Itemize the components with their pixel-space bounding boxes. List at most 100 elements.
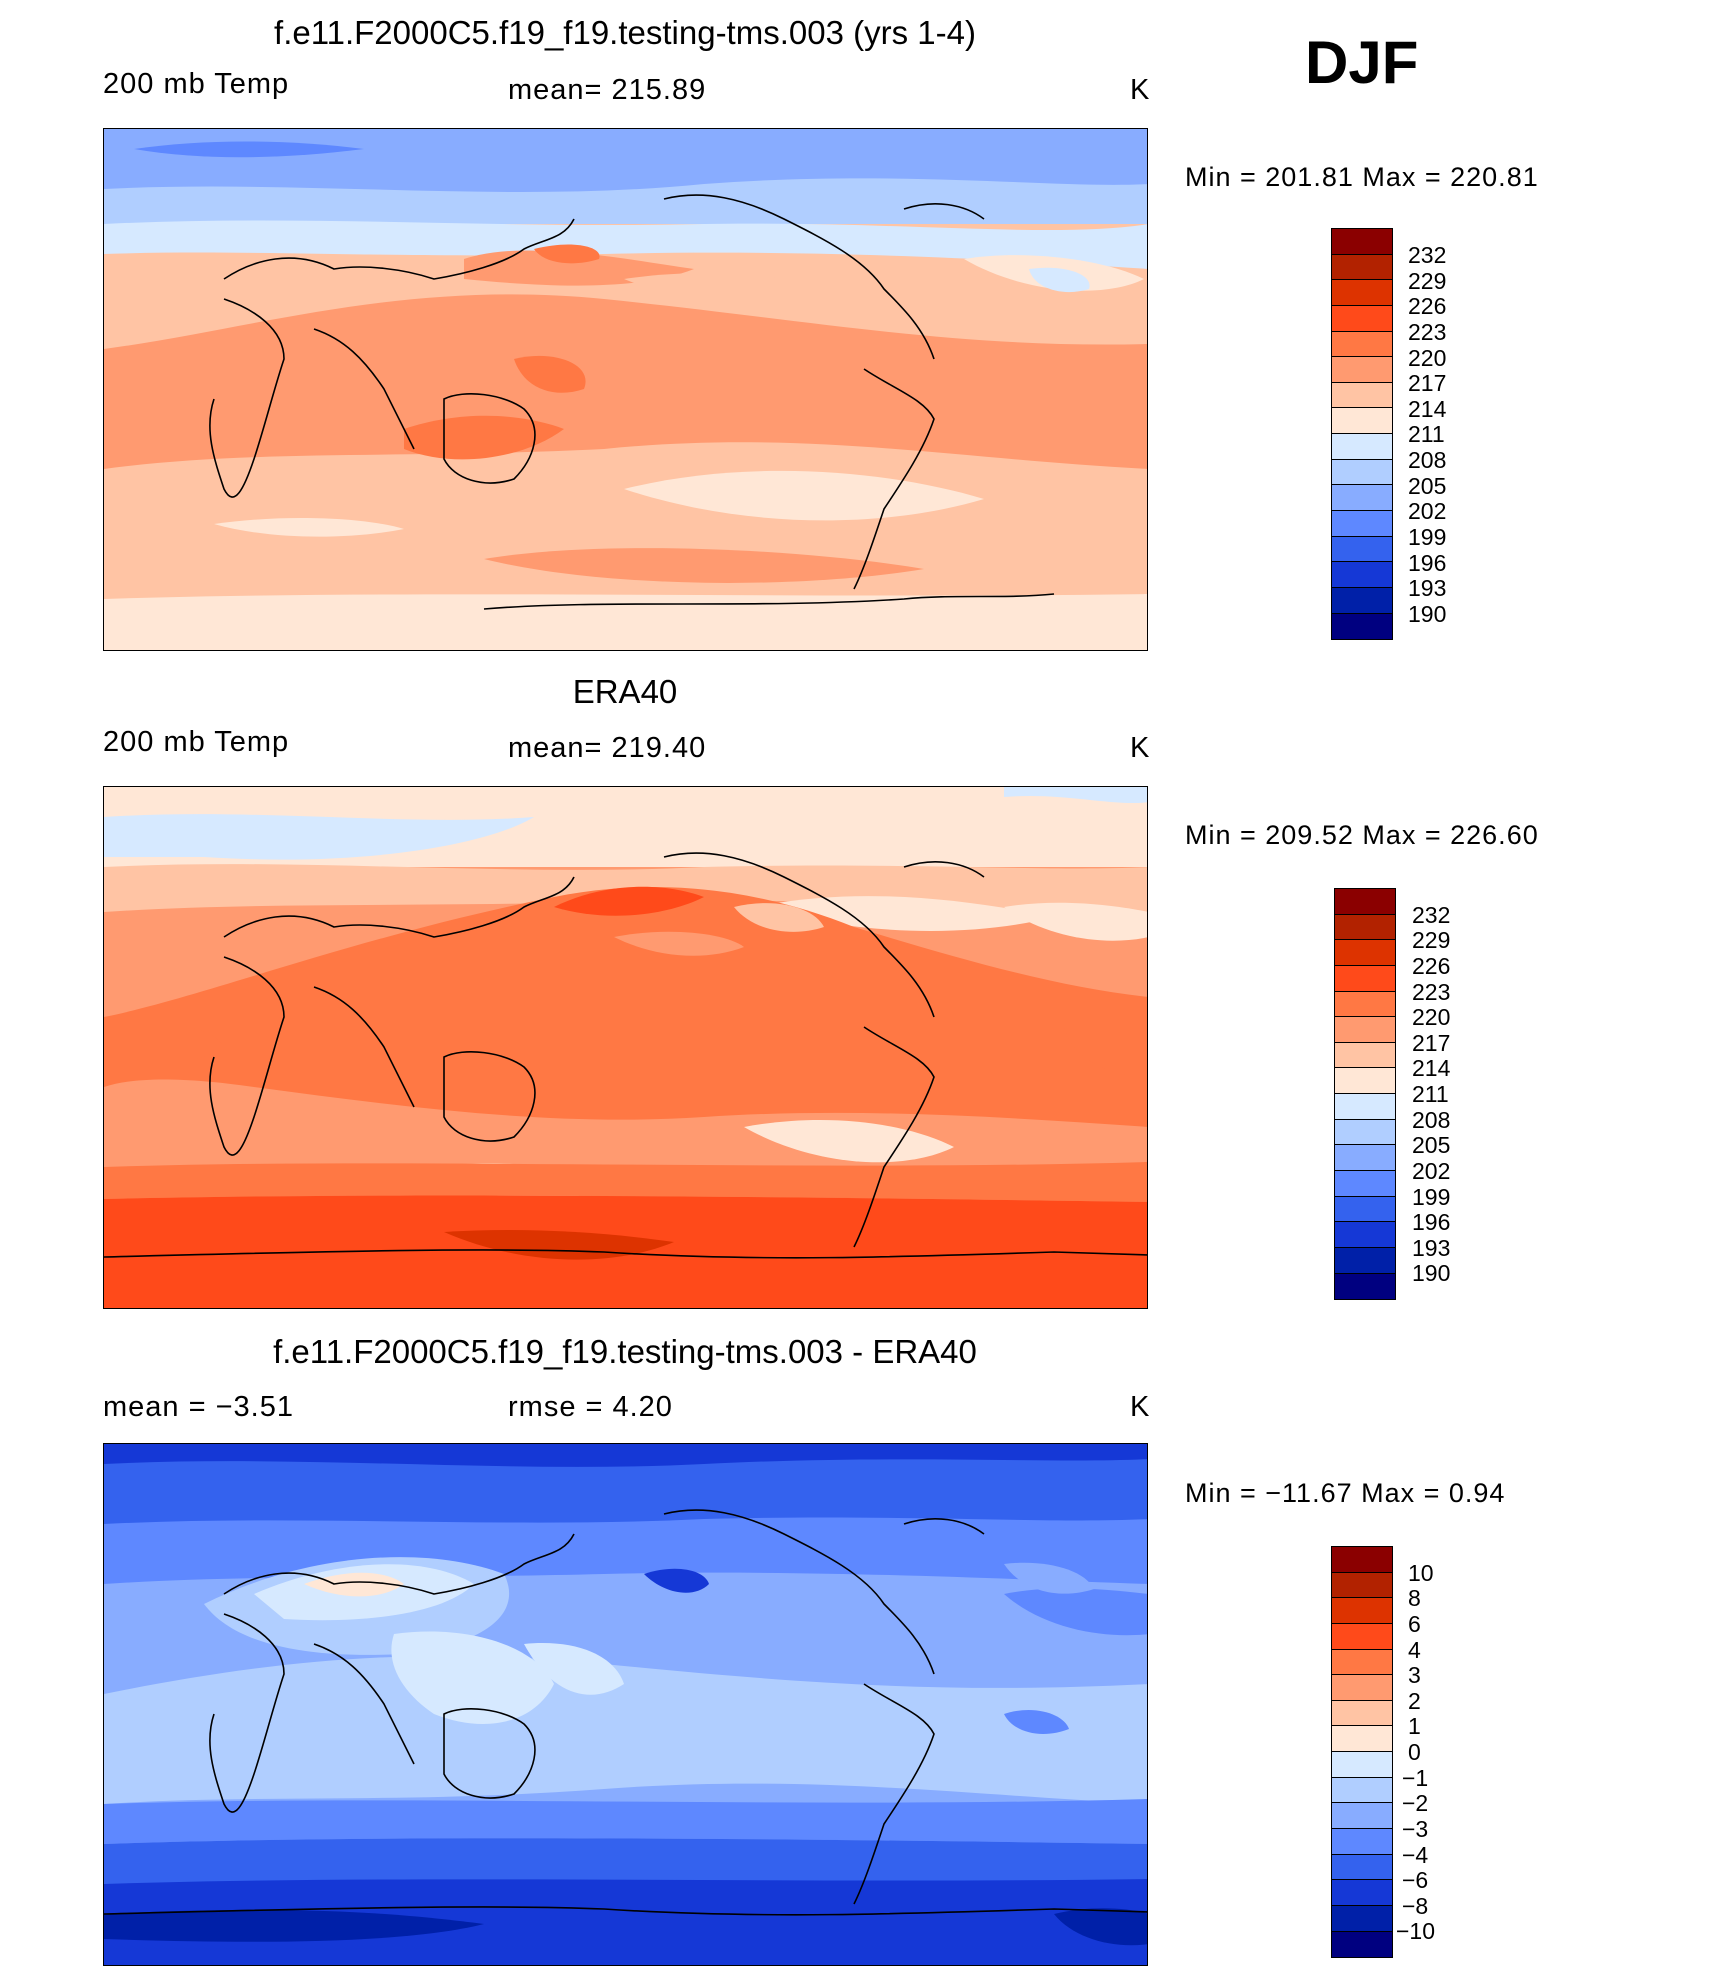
panel-1-colorbar-label: 205 <box>1408 473 1447 499</box>
panel-3-colorbar-label: −10 <box>1396 1918 1436 1944</box>
panel-2-colorbar-swatch <box>1335 1196 1395 1223</box>
panel-1-minmax: Min = 201.81 Max = 220.81 <box>1185 162 1539 192</box>
panel-2-colorbar-label: 220 <box>1412 1004 1451 1030</box>
panel-1-colorbar-swatch <box>1332 511 1392 537</box>
panel-3-colorbar-swatch <box>1332 1803 1392 1830</box>
panel-3-colorbar-swatch <box>1332 1572 1392 1599</box>
panel-1-colorbar-label: 226 <box>1408 293 1447 319</box>
panel-3-colorbar-label: 0 <box>1408 1739 1421 1765</box>
panel-3-colorbar-swatch <box>1332 1854 1392 1881</box>
panel-3-units: K <box>1130 1391 1151 1423</box>
panel-2-colorbar-label: 229 <box>1412 927 1451 953</box>
panel-2-colorbar-label: 226 <box>1412 953 1451 979</box>
panel-1-colorbar-swatch <box>1332 587 1392 614</box>
panel-1-colorbar-label: 214 <box>1408 396 1447 422</box>
panel-3-colorbar-label: −3 <box>1402 1816 1429 1842</box>
panel-2-colorbar-swatch <box>1335 1222 1395 1248</box>
panel-2-minmax: Min = 209.52 Max = 226.60 <box>1185 820 1539 850</box>
panel-3-colorbar-swatch <box>1332 1880 1392 1906</box>
panel-1-colorbar-swatch <box>1332 382 1392 409</box>
panel-2-colorbar-label: 202 <box>1412 1158 1451 1184</box>
panel-3-map <box>103 1443 1148 1966</box>
panel-2-colorbar-swatch <box>1335 1273 1395 1300</box>
panel-2-colorbar-label: 196 <box>1412 1209 1451 1235</box>
panel-3-colorbar-swatch <box>1332 1829 1392 1855</box>
season-label: DJF <box>1305 29 1419 96</box>
panel-2-colorbar-swatch <box>1335 889 1395 915</box>
panel-2-colorbar-label: 217 <box>1412 1030 1451 1056</box>
panel-1-colorbar-label: 229 <box>1408 268 1447 294</box>
panel-1-colorbar-swatch <box>1332 408 1392 435</box>
panel-2-colorbar-swatch <box>1335 1017 1395 1043</box>
panel-2-colorbar-swatch <box>1335 965 1395 992</box>
panel-1-colorbar-label: 202 <box>1408 498 1447 524</box>
panel-1-colorbar-swatch <box>1332 331 1392 358</box>
panel-2-colorbar-swatch <box>1335 1145 1395 1172</box>
panel-1-colorbar-swatch <box>1332 305 1392 332</box>
panel-3-colorbar-swatch <box>1332 1931 1392 1958</box>
panel-2-colorbar-swatch <box>1335 1171 1395 1197</box>
panel-1-colorbar-swatch <box>1332 357 1392 383</box>
panel-1-colorbar-label: 217 <box>1408 370 1447 396</box>
panel-1-colorbar-swatch <box>1332 434 1392 460</box>
panel-1-colorbar-label: 232 <box>1408 242 1447 268</box>
panel-2-colorbar-label: 223 <box>1412 979 1451 1005</box>
panel-1-colorbar <box>1331 228 1393 641</box>
panel-3-colorbar-swatch <box>1332 1700 1392 1727</box>
panel-3-colorbar-label: −1 <box>1402 1765 1429 1791</box>
panel-1-colorbar-label: 208 <box>1408 447 1447 473</box>
panel-3-contour-field <box>104 1444 1147 1965</box>
panel-3-colorbar-swatch <box>1332 1905 1392 1932</box>
panel-1-title: f.e11.F2000C5.f19_f19.testing-tms.003 (y… <box>274 14 976 51</box>
panel-3-colorbar-swatch <box>1332 1675 1392 1701</box>
panel-2-colorbar-label: 214 <box>1412 1055 1451 1081</box>
panel-2-colorbar-label: 199 <box>1412 1184 1451 1210</box>
panel-2-colorbar <box>1334 888 1396 1301</box>
panel-2-colorbar-swatch <box>1335 940 1395 966</box>
panel-3-colorbar-swatch <box>1332 1623 1392 1650</box>
panel-1-colorbar-label: 211 <box>1408 421 1445 447</box>
panel-1-colorbar-swatch <box>1332 613 1392 640</box>
panel-3-minmax: Min = −11.67 Max = 0.94 <box>1185 1478 1506 1508</box>
panel-2-colorbar-label: 211 <box>1412 1081 1449 1107</box>
panel-2-colorbar-swatch <box>1335 1119 1395 1146</box>
panel-1-colorbar-swatch <box>1332 536 1392 563</box>
panel-3-colorbar-label: −2 <box>1402 1790 1429 1816</box>
panel-1-colorbar-swatch <box>1332 229 1392 255</box>
panel-3-colorbar-label: −8 <box>1402 1893 1429 1919</box>
panel-2-colorbar-label: 208 <box>1412 1107 1451 1133</box>
panel-3-colorbar-label: −6 <box>1402 1867 1429 1893</box>
panel-2-colorbar-swatch <box>1335 1042 1395 1069</box>
panel-1-colorbar-label: 223 <box>1408 319 1447 345</box>
panel-1-colorbar-label: 193 <box>1408 575 1447 601</box>
panel-2-map <box>103 786 1148 1309</box>
panel-2-title: ERA40 <box>572 673 678 710</box>
panel-3-colorbar-label: 1 <box>1408 1713 1421 1739</box>
panel-2-colorbar-label: 190 <box>1412 1260 1451 1286</box>
panel-3-colorbar-swatch <box>1332 1547 1392 1573</box>
panel-2-colorbar-swatch <box>1335 1094 1395 1120</box>
panel-3-colorbar-label: 2 <box>1408 1688 1421 1714</box>
panel-2-mean: mean= 219.40 <box>508 732 707 764</box>
panel-1-colorbar-label: 199 <box>1408 524 1447 550</box>
panel-2-colorbar-label: 232 <box>1412 902 1451 928</box>
panel-2-contour-field <box>104 787 1147 1308</box>
panel-1-colorbar-label: 220 <box>1408 345 1447 371</box>
panel-1-colorbar-swatch <box>1332 562 1392 588</box>
panel-2-colorbar-label: 193 <box>1412 1235 1451 1261</box>
panel-3-mean: mean = −3.51 <box>103 1391 294 1423</box>
panel-2-units: K <box>1130 732 1151 764</box>
panel-3-colorbar-swatch <box>1332 1777 1392 1804</box>
panel-3-colorbar-swatch <box>1332 1598 1392 1624</box>
panel-1-colorbar-swatch <box>1332 485 1392 512</box>
panel-2-variable: 200 mb Temp <box>103 726 290 758</box>
panel-3-colorbar-label: −4 <box>1402 1842 1429 1868</box>
panel-1-colorbar-swatch <box>1332 254 1392 281</box>
panel-3-rmse: rmse = 4.20 <box>508 1391 673 1423</box>
panel-1-units: K <box>1130 74 1151 106</box>
panel-1-variable: 200 mb Temp <box>103 68 290 100</box>
panel-3-colorbar-label: 3 <box>1408 1662 1421 1688</box>
panel-2-colorbar-swatch <box>1335 914 1395 941</box>
panel-2-colorbar-label: 205 <box>1412 1132 1451 1158</box>
panel-2-colorbar-swatch <box>1335 991 1395 1018</box>
